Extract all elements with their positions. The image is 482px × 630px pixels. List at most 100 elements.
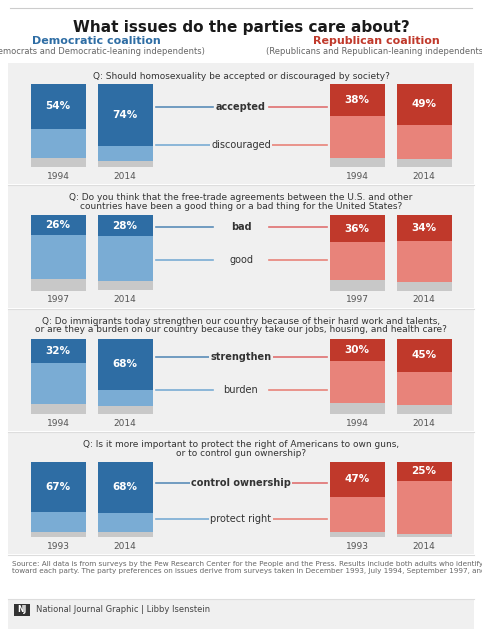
Text: 67%: 67% bbox=[45, 482, 70, 492]
Bar bbox=[30, 215, 85, 235]
Text: 30%: 30% bbox=[345, 345, 370, 355]
Text: 1994: 1994 bbox=[47, 172, 69, 181]
Text: 1993: 1993 bbox=[46, 542, 69, 551]
Bar bbox=[397, 282, 452, 290]
Bar bbox=[97, 215, 152, 236]
Text: 2014: 2014 bbox=[413, 419, 435, 428]
Text: NJ: NJ bbox=[17, 605, 27, 614]
Bar bbox=[30, 158, 85, 167]
Text: countries have been a good thing or a bad thing for the United States?: countries have been a good thing or a ba… bbox=[80, 202, 402, 211]
Bar bbox=[330, 215, 385, 243]
Text: 47%: 47% bbox=[344, 474, 370, 484]
Bar bbox=[30, 129, 85, 158]
Bar bbox=[397, 215, 452, 241]
Bar bbox=[97, 282, 152, 290]
Bar bbox=[397, 159, 452, 167]
Bar bbox=[330, 158, 385, 167]
Bar bbox=[8, 186, 474, 307]
Bar bbox=[97, 406, 152, 414]
Bar bbox=[30, 532, 85, 537]
Bar bbox=[330, 338, 385, 361]
Text: 2014: 2014 bbox=[413, 542, 435, 551]
Bar bbox=[330, 280, 385, 290]
Bar bbox=[8, 600, 474, 629]
Text: 2014: 2014 bbox=[114, 172, 136, 181]
Bar bbox=[397, 241, 452, 282]
Text: Democratic coalition: Democratic coalition bbox=[32, 36, 161, 46]
Text: Q: Do immigrants today strengthen our country because of their hard work and tal: Q: Do immigrants today strengthen our co… bbox=[42, 316, 440, 326]
Text: burden: burden bbox=[224, 385, 258, 395]
Bar bbox=[97, 84, 152, 146]
Bar bbox=[330, 116, 385, 158]
Bar bbox=[97, 146, 152, 161]
Text: 1994: 1994 bbox=[47, 419, 69, 428]
Text: discouraged: discouraged bbox=[211, 140, 271, 150]
Text: Q: Should homosexuality be accepted or discouraged by society?: Q: Should homosexuality be accepted or d… bbox=[93, 72, 389, 81]
Bar bbox=[97, 390, 152, 406]
Bar bbox=[30, 235, 85, 279]
Bar bbox=[330, 532, 385, 537]
Bar bbox=[30, 338, 85, 363]
Text: Q: Is it more important to protect the right of Americans to own guns,: Q: Is it more important to protect the r… bbox=[83, 440, 399, 449]
Bar bbox=[30, 279, 85, 290]
Text: 1994: 1994 bbox=[346, 172, 368, 181]
Bar bbox=[397, 406, 452, 414]
Text: or to control gun ownership?: or to control gun ownership? bbox=[176, 449, 306, 458]
Text: 38%: 38% bbox=[345, 95, 370, 105]
Text: Q: Do: Q: Do bbox=[0, 629, 1, 630]
Text: Republican coalition: Republican coalition bbox=[313, 36, 439, 46]
Text: 1993: 1993 bbox=[346, 542, 369, 551]
Text: 2014: 2014 bbox=[413, 172, 435, 181]
Text: 2014: 2014 bbox=[413, 295, 435, 304]
Text: protect right: protect right bbox=[211, 513, 271, 524]
Text: 2014: 2014 bbox=[114, 419, 136, 428]
Text: 28%: 28% bbox=[112, 220, 137, 231]
Bar bbox=[397, 372, 452, 406]
Text: 34%: 34% bbox=[412, 223, 437, 233]
Bar bbox=[397, 481, 452, 534]
Bar bbox=[30, 84, 85, 129]
Text: 1994: 1994 bbox=[346, 419, 368, 428]
Bar bbox=[330, 243, 385, 280]
Text: 2014: 2014 bbox=[114, 542, 136, 551]
Bar bbox=[330, 403, 385, 414]
Bar bbox=[30, 462, 85, 512]
Bar bbox=[397, 338, 452, 372]
Text: good: good bbox=[229, 255, 253, 265]
Text: 32%: 32% bbox=[45, 345, 70, 355]
Text: (Democrats and Democratic-leaning independents): (Democrats and Democratic-leaning indepe… bbox=[0, 47, 205, 56]
Bar bbox=[30, 404, 85, 414]
Text: Q: Should: Q: Should bbox=[0, 629, 1, 630]
Bar bbox=[397, 84, 452, 125]
Bar bbox=[30, 512, 85, 532]
Text: 26%: 26% bbox=[45, 220, 70, 230]
Bar bbox=[330, 361, 385, 403]
Bar bbox=[97, 532, 152, 537]
Bar bbox=[14, 604, 30, 616]
Text: 1997: 1997 bbox=[346, 295, 369, 304]
Text: or are they a burden on our country because they take our jobs, housing, and hea: or are they a burden on our country beca… bbox=[35, 326, 447, 335]
Bar bbox=[97, 513, 152, 532]
Text: control ownership: control ownership bbox=[191, 478, 291, 488]
Bar bbox=[97, 462, 152, 513]
Text: strengthen: strengthen bbox=[211, 352, 271, 362]
Bar bbox=[97, 236, 152, 282]
Text: 36%: 36% bbox=[345, 224, 370, 234]
Text: 68%: 68% bbox=[112, 359, 137, 369]
Bar bbox=[97, 338, 152, 390]
Bar bbox=[8, 433, 474, 554]
Bar bbox=[397, 462, 452, 481]
Text: 74%: 74% bbox=[112, 110, 138, 120]
Bar bbox=[397, 534, 452, 537]
Text: 45%: 45% bbox=[412, 350, 437, 360]
Text: (Republicans and Republican-leaning independents): (Republicans and Republican-leaning inde… bbox=[266, 47, 482, 56]
Text: Q: Do you think that the free-trade agreements between the U.S. and other: Q: Do you think that the free-trade agre… bbox=[69, 193, 413, 202]
Text: bad: bad bbox=[231, 222, 251, 232]
Bar bbox=[97, 161, 152, 167]
Bar bbox=[30, 363, 85, 404]
Text: National Journal Graphic | Libby Isenstein: National Journal Graphic | Libby Isenste… bbox=[36, 605, 210, 614]
Text: 54%: 54% bbox=[45, 101, 70, 112]
Text: 49%: 49% bbox=[412, 100, 437, 110]
Text: Q: Is it more important to protect the right of Americans to own: Q: Is it more important to protect the r… bbox=[0, 629, 1, 630]
Text: Source: All data is from surveys by the Pew Research Center for the People and t: Source: All data is from surveys by the … bbox=[12, 561, 482, 574]
